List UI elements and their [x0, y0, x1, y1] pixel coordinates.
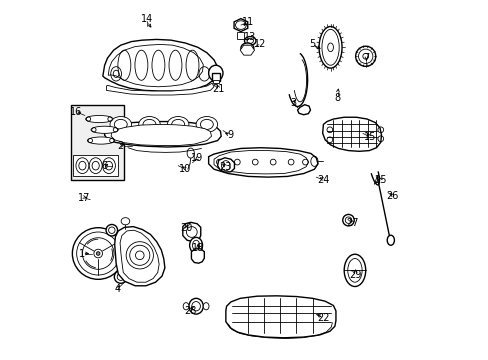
Ellipse shape — [386, 235, 394, 245]
Text: 23: 23 — [219, 162, 232, 172]
Polygon shape — [225, 296, 335, 338]
Bar — [212, 80, 218, 83]
Polygon shape — [217, 158, 234, 172]
Text: 20: 20 — [180, 224, 192, 233]
Polygon shape — [120, 230, 159, 282]
Polygon shape — [108, 44, 203, 87]
Text: 3: 3 — [289, 98, 295, 108]
Text: 2: 2 — [118, 141, 123, 151]
Text: 4: 4 — [114, 284, 120, 294]
Ellipse shape — [106, 225, 117, 236]
Text: 22: 22 — [317, 313, 329, 323]
Ellipse shape — [114, 270, 127, 283]
Ellipse shape — [355, 46, 375, 66]
Ellipse shape — [344, 254, 365, 287]
Text: 1: 1 — [79, 248, 85, 258]
Ellipse shape — [126, 242, 153, 269]
Ellipse shape — [139, 117, 160, 132]
Ellipse shape — [91, 126, 118, 134]
Text: 19: 19 — [191, 153, 203, 163]
Ellipse shape — [72, 228, 124, 279]
Ellipse shape — [203, 303, 208, 310]
Polygon shape — [104, 122, 221, 147]
Text: 27: 27 — [345, 218, 358, 228]
Polygon shape — [240, 45, 254, 55]
Bar — [211, 73, 220, 81]
Ellipse shape — [110, 117, 131, 132]
Ellipse shape — [94, 249, 102, 258]
Polygon shape — [234, 19, 247, 32]
Text: 14: 14 — [141, 14, 153, 24]
Text: 24: 24 — [317, 175, 329, 185]
Polygon shape — [183, 222, 201, 242]
Ellipse shape — [342, 215, 353, 226]
Polygon shape — [322, 117, 381, 151]
Polygon shape — [208, 148, 317, 177]
Text: 15: 15 — [363, 132, 375, 142]
Text: 11: 11 — [242, 17, 254, 27]
Ellipse shape — [85, 116, 113, 123]
Ellipse shape — [319, 27, 341, 68]
Polygon shape — [102, 40, 217, 91]
Ellipse shape — [121, 218, 129, 225]
Ellipse shape — [96, 252, 100, 255]
Text: 9: 9 — [226, 130, 233, 140]
Text: 10: 10 — [179, 164, 191, 174]
Ellipse shape — [183, 303, 188, 310]
Ellipse shape — [89, 158, 102, 174]
Text: 5: 5 — [309, 39, 315, 49]
Text: 18: 18 — [191, 243, 203, 253]
Polygon shape — [297, 105, 310, 115]
Ellipse shape — [102, 158, 115, 174]
Polygon shape — [73, 155, 118, 176]
Polygon shape — [214, 150, 308, 174]
Polygon shape — [115, 226, 164, 286]
Text: 7: 7 — [363, 53, 369, 63]
Text: 16: 16 — [70, 107, 82, 117]
Text: 17: 17 — [78, 193, 90, 203]
Text: 26: 26 — [385, 191, 398, 201]
Bar — [237, 32, 244, 40]
Text: 29: 29 — [349, 270, 361, 280]
Ellipse shape — [76, 158, 89, 174]
Ellipse shape — [167, 117, 188, 132]
Ellipse shape — [189, 237, 202, 253]
Text: 8: 8 — [334, 93, 340, 103]
Text: 13: 13 — [243, 32, 256, 42]
Text: 12: 12 — [254, 39, 266, 49]
Text: 6: 6 — [102, 161, 107, 171]
Text: 25: 25 — [374, 175, 386, 185]
Polygon shape — [191, 249, 204, 263]
Ellipse shape — [188, 298, 203, 314]
Text: 21: 21 — [212, 84, 224, 94]
Ellipse shape — [208, 65, 223, 81]
Ellipse shape — [241, 43, 253, 53]
Ellipse shape — [196, 117, 217, 132]
Ellipse shape — [244, 37, 255, 45]
Bar — [70, 105, 124, 180]
Polygon shape — [111, 125, 211, 145]
Text: 28: 28 — [183, 306, 196, 316]
Polygon shape — [106, 83, 214, 95]
Ellipse shape — [87, 137, 115, 144]
